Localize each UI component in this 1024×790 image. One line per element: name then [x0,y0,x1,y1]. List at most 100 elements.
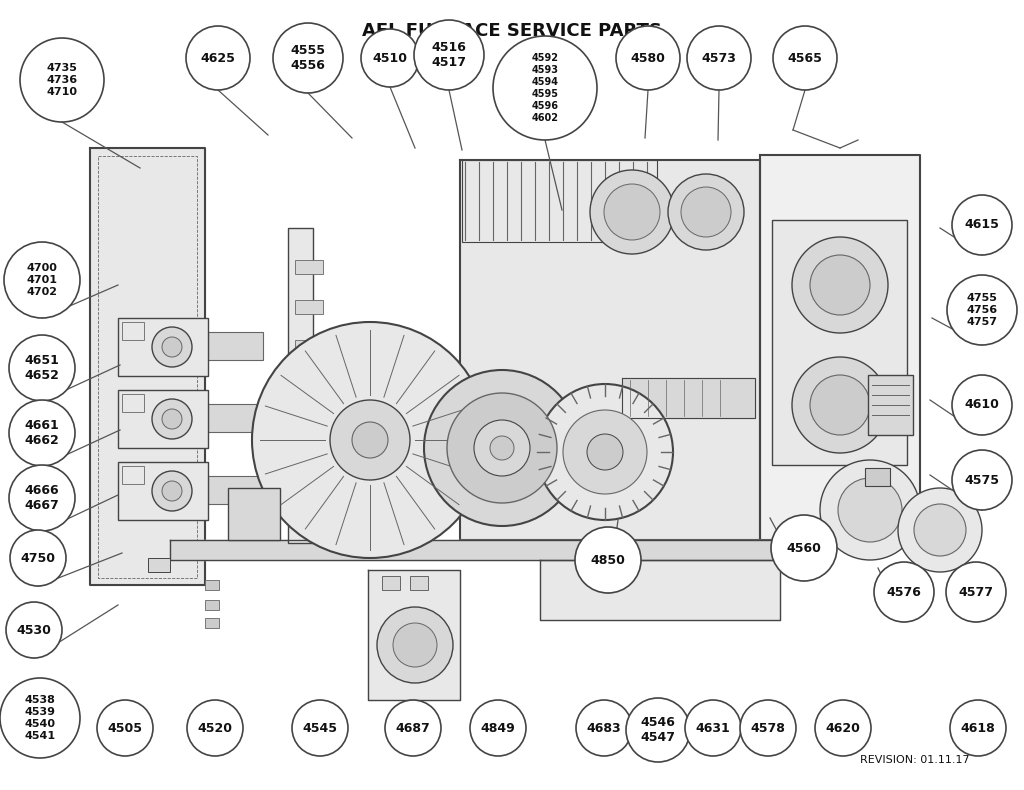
Text: 4666
4667: 4666 4667 [25,483,59,512]
Text: 4850: 4850 [591,554,626,566]
Circle shape [810,255,870,315]
Circle shape [470,700,526,756]
FancyBboxPatch shape [295,340,323,354]
Text: 4538
4539
4540
4541: 4538 4539 4540 4541 [25,695,55,741]
Circle shape [815,700,871,756]
Circle shape [162,409,182,429]
Circle shape [474,420,530,476]
Circle shape [685,700,741,756]
Circle shape [604,184,660,240]
Circle shape [0,678,80,758]
Text: 4687: 4687 [395,721,430,735]
Text: 4530: 4530 [16,623,51,637]
Polygon shape [460,160,760,540]
Circle shape [273,23,343,93]
Text: 4546
4547: 4546 4547 [640,716,676,744]
Circle shape [874,562,934,622]
Circle shape [9,400,75,466]
Text: 4750: 4750 [20,551,55,565]
Text: 4545: 4545 [302,721,338,735]
Text: 4578: 4578 [751,721,785,735]
Polygon shape [368,570,460,700]
Circle shape [952,195,1012,255]
Text: 4631: 4631 [695,721,730,735]
Circle shape [6,602,62,658]
Text: 4849: 4849 [480,721,515,735]
Circle shape [590,170,674,254]
Circle shape [330,400,410,480]
Text: 4510: 4510 [373,51,408,65]
Circle shape [616,26,680,90]
FancyBboxPatch shape [228,488,280,540]
Text: 4520: 4520 [198,721,232,735]
Text: 4755
4756
4757: 4755 4756 4757 [967,293,997,327]
Circle shape [773,26,837,90]
FancyBboxPatch shape [865,468,890,486]
Circle shape [152,471,193,511]
Circle shape [563,410,647,494]
Circle shape [152,399,193,439]
Circle shape [575,527,641,593]
Circle shape [792,237,888,333]
Circle shape [681,187,731,237]
Polygon shape [540,560,780,620]
Circle shape [186,26,250,90]
FancyBboxPatch shape [410,576,428,590]
Circle shape [575,700,632,756]
Circle shape [152,327,193,367]
Polygon shape [622,378,755,418]
Circle shape [740,700,796,756]
Circle shape [414,20,484,90]
Circle shape [952,375,1012,435]
Polygon shape [90,148,205,585]
Circle shape [914,504,966,556]
Text: 4560: 4560 [786,541,821,555]
Text: 4661
4662: 4661 4662 [25,419,59,447]
Circle shape [537,384,673,520]
FancyBboxPatch shape [118,318,208,376]
FancyBboxPatch shape [205,600,219,610]
Circle shape [838,478,902,542]
Circle shape [361,29,419,87]
Circle shape [668,174,744,250]
Text: 4618: 4618 [961,721,995,735]
Circle shape [292,700,348,756]
Text: 4651
4652: 4651 4652 [25,354,59,382]
FancyBboxPatch shape [208,332,263,360]
Text: 4683: 4683 [587,721,622,735]
Text: 4576: 4576 [887,585,922,599]
Circle shape [810,375,870,435]
Circle shape [385,700,441,756]
Circle shape [4,242,80,318]
Circle shape [447,393,557,503]
FancyBboxPatch shape [288,228,313,543]
Circle shape [9,465,75,531]
FancyBboxPatch shape [205,618,219,628]
Text: REVISION: 01.11.17: REVISION: 01.11.17 [860,755,970,765]
Circle shape [187,700,243,756]
Polygon shape [760,155,920,540]
Circle shape [792,357,888,453]
Circle shape [587,434,623,470]
FancyBboxPatch shape [118,462,208,520]
FancyBboxPatch shape [208,476,263,504]
Circle shape [393,623,437,667]
FancyBboxPatch shape [295,300,323,314]
Circle shape [162,337,182,357]
Circle shape [771,515,837,581]
Circle shape [626,698,690,762]
Text: 4505: 4505 [108,721,142,735]
Circle shape [898,488,982,572]
FancyBboxPatch shape [205,580,219,590]
Text: AFL FURNACE SERVICE PARTS: AFL FURNACE SERVICE PARTS [362,22,662,40]
Text: 4516
4517: 4516 4517 [431,41,467,70]
Text: 4580: 4580 [631,51,666,65]
Polygon shape [170,540,780,560]
Circle shape [252,322,488,558]
Circle shape [162,481,182,501]
Circle shape [97,700,153,756]
FancyBboxPatch shape [208,404,263,432]
Text: 4620: 4620 [825,721,860,735]
Text: 4700
4701
4702: 4700 4701 4702 [27,263,57,297]
Circle shape [9,335,75,401]
